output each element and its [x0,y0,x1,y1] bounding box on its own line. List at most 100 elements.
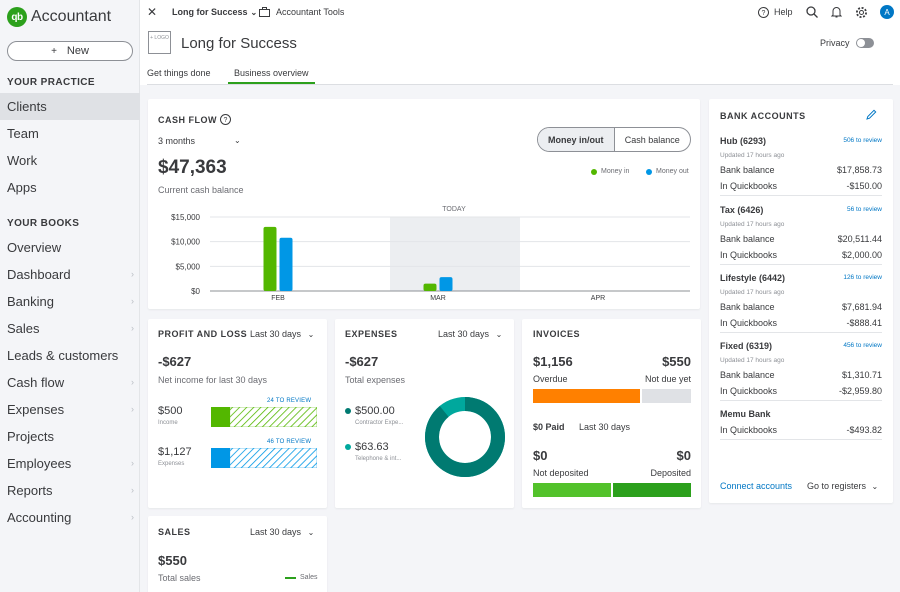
deposited-bar[interactable] [613,483,691,497]
expenses-card: EXPENSES Last 30 days ⌄ -$627 Total expe… [335,319,514,508]
sales-card: SALES Last 30 days ⌄ $550 Total sales Sa… [148,516,327,592]
avatar[interactable]: A [880,5,894,19]
bank-review-link[interactable]: 126 to review [843,274,882,281]
period-value: Last 30 days [438,329,490,339]
sidebar-item-work[interactable]: Work [0,147,140,174]
sidebar-item-projects[interactable]: Projects [0,423,140,450]
privacy-toggle[interactable]: Privacy [820,38,874,48]
info-icon[interactable]: ? [220,114,231,128]
qb-balance-value: -$2,959.80 [838,386,882,396]
qb-balance-label: In Quickbooks [720,425,778,435]
bank-balance-row: Bank balance $1,310.71 [720,370,882,380]
period-value: Last 30 days [250,329,302,339]
sidebar-item-employees[interactable]: Employees › [0,450,140,477]
sidebar-item-label: Cash flow [7,375,65,390]
sidebar-item-clients[interactable]: Clients [0,93,140,120]
top-bar: ✕ Long for Success ⌄ Accountant Tools ? … [140,0,900,24]
divider [720,400,882,401]
divider [720,195,882,196]
plus-icon: + [51,45,57,57]
sidebar-item-dashboard[interactable]: Dashboard › [0,261,140,288]
bank-review-link[interactable]: 506 to review [843,137,882,144]
help-button[interactable]: ? Help [758,0,793,24]
bank-balance-label: Bank balance [720,165,775,175]
add-logo-button[interactable]: + LOGO [148,31,171,54]
sidebar-item-label: Projects [7,429,54,444]
cash-flow-chart: TODAY $0 $5,000 $10,000 $15,000 FEB MAR APR [171,206,690,302]
chevron-down-icon: ⌄ [234,136,241,145]
bank-account-name[interactable]: Lifestyle (6442) [720,273,786,283]
sidebar-item-accounting[interactable]: Accounting › [0,504,140,531]
deposit-status-bar[interactable] [533,483,691,497]
bank-account-name[interactable]: Memu Bank [720,409,771,419]
bank-review-link[interactable]: 56 to review [846,206,882,213]
edit-pencil-icon[interactable] [866,109,877,123]
bank-accounts-card: BANK ACCOUNTS Hub (6293) 506 to review U… [709,99,893,503]
not-deposited-bar[interactable] [533,483,611,497]
gear-icon[interactable] [855,0,868,24]
chevron-right-icon: › [131,485,134,495]
sales-period-dropdown[interactable]: Last 30 days ⌄ [250,527,314,537]
money-in-out-option[interactable]: Money in/out [538,128,615,151]
overdue-bar[interactable] [533,389,641,403]
expenses-bar[interactable] [211,448,317,468]
bank-account-name[interactable]: Tax (6426) [720,205,764,215]
expenses-donut-chart[interactable] [423,395,507,479]
go-to-registers-dropdown[interactable]: Go to registers ⌄ [807,481,878,491]
bell-icon[interactable] [831,0,842,24]
sidebar-item-label: Dashboard [7,267,71,282]
divider [720,332,882,333]
expenses-review-link[interactable]: 46 TO REVIEW [267,439,312,445]
new-button[interactable]: + New [7,41,133,61]
sidebar-item-cash-flow[interactable]: Cash flow › [0,369,140,396]
cash-flow-period-dropdown[interactable]: 3 months ⌄ [158,136,243,146]
search-icon[interactable] [806,0,818,24]
income-label: Income [158,420,178,426]
sidebar-item-label: Accounting [7,510,72,525]
sidebar-item-overview[interactable]: Overview [0,234,140,261]
qb-balance-row: In Quickbooks -$493.82 [720,425,882,435]
sidebar-item-leads-customers[interactable]: Leads & customers [0,342,140,369]
cash-balance-amount: $47,363 [158,157,227,178]
go-to-registers-label: Go to registers [807,481,867,491]
quickbooks-logo-icon: qb [7,7,27,27]
accountant-tools-button[interactable]: Accountant Tools [259,0,344,24]
income-review-link[interactable]: 24 TO REVIEW [267,398,312,404]
sidebar-item-team[interactable]: Team [0,120,140,147]
cash-balance-option[interactable]: Cash balance [624,134,680,145]
svg-text:?: ? [224,117,228,124]
sidebar-item-reports[interactable]: Reports › [0,477,140,504]
sidebar-item-label: Sales [7,321,40,336]
paid-amount: $0 Paid [533,422,565,432]
expenses-period-dropdown[interactable]: Last 30 days ⌄ [438,329,502,339]
legend-money-out-label: Money out [656,168,689,175]
profit-loss-period-dropdown[interactable]: Last 30 days ⌄ [250,329,314,339]
client-switcher[interactable]: Long for Success ⌄ [172,0,257,24]
bar-money-out [439,277,453,291]
tab-get-things-done[interactable]: Get things done [147,68,211,78]
today-highlight [390,217,520,291]
income-bar[interactable] [211,407,317,427]
cash-flow-view-toggle: Money in/out Cash balance [537,127,691,152]
bank-review-link[interactable]: 456 to review [843,342,882,349]
bar-money-out [279,237,293,291]
sidebar-item-expenses[interactable]: Expenses › [0,396,140,423]
sidebar-item-banking[interactable]: Banking › [0,288,140,315]
deposited-amount: $0 [676,448,691,463]
qb-balance-value: $2,000.00 [841,250,882,260]
app-logo[interactable]: qb Accountant [7,7,111,27]
expenses-value: $1,127 [158,446,192,458]
sidebar-item-apps[interactable]: Apps [0,174,140,201]
tab-business-overview[interactable]: Business overview [228,64,315,84]
bank-account-name[interactable]: Fixed (6319) [720,341,773,351]
invoice-status-bar[interactable] [533,389,691,403]
qb-balance-label: In Quickbooks [720,250,778,260]
sidebar-item-sales[interactable]: Sales › [0,315,140,342]
bank-account-name[interactable]: Hub (6293) [720,136,767,146]
not-due-bar[interactable] [642,389,691,403]
connect-accounts-link[interactable]: Connect accounts [720,481,793,491]
divider [720,439,882,440]
qb-balance-value: -$493.82 [846,425,882,435]
close-icon[interactable]: ✕ [147,5,158,19]
legend-money-out: Money out [646,168,689,175]
